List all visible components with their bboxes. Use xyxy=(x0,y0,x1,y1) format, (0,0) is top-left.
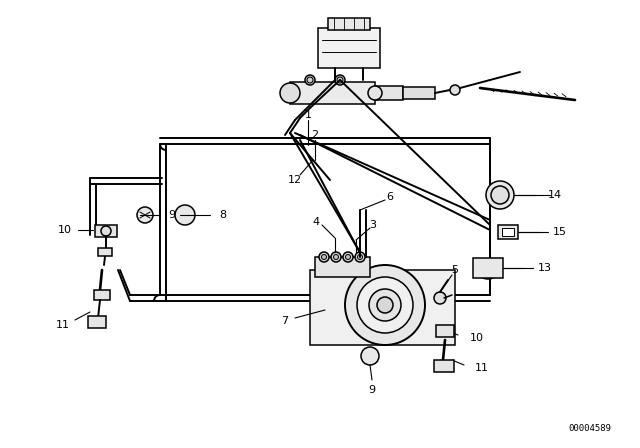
Bar xyxy=(290,82,375,104)
Bar xyxy=(88,316,106,328)
Circle shape xyxy=(377,297,393,313)
Circle shape xyxy=(305,75,315,85)
Circle shape xyxy=(357,277,413,333)
Circle shape xyxy=(331,252,341,262)
Circle shape xyxy=(486,181,514,209)
Circle shape xyxy=(346,254,351,259)
Circle shape xyxy=(450,85,460,95)
Circle shape xyxy=(337,77,343,83)
Circle shape xyxy=(434,292,446,304)
Text: 9: 9 xyxy=(369,385,376,395)
Text: 7: 7 xyxy=(282,316,289,326)
Circle shape xyxy=(335,75,345,85)
Bar xyxy=(403,87,435,99)
Circle shape xyxy=(333,254,339,259)
Bar xyxy=(375,86,403,100)
Bar xyxy=(310,270,455,345)
Bar xyxy=(436,325,454,337)
Circle shape xyxy=(321,254,326,259)
Text: 3: 3 xyxy=(369,220,376,230)
Text: 8: 8 xyxy=(220,210,227,220)
Text: 4: 4 xyxy=(312,217,319,227)
Bar xyxy=(498,225,518,239)
Text: 5: 5 xyxy=(451,265,458,275)
Bar xyxy=(94,290,110,300)
Bar xyxy=(502,228,514,236)
Circle shape xyxy=(345,265,425,345)
Circle shape xyxy=(361,347,379,365)
Bar xyxy=(98,248,112,256)
Text: 13: 13 xyxy=(538,263,552,273)
Bar xyxy=(318,28,380,68)
Text: 1: 1 xyxy=(305,110,312,120)
Circle shape xyxy=(307,77,313,83)
Text: 10: 10 xyxy=(470,333,484,343)
Bar xyxy=(473,258,503,278)
Text: 11: 11 xyxy=(56,320,70,330)
Text: 2: 2 xyxy=(312,130,319,140)
Circle shape xyxy=(175,205,195,225)
Bar xyxy=(95,225,117,237)
Bar xyxy=(315,257,370,277)
Bar xyxy=(434,360,454,372)
Text: 14: 14 xyxy=(548,190,562,200)
Circle shape xyxy=(358,254,362,259)
Circle shape xyxy=(343,252,353,262)
Text: 6: 6 xyxy=(387,192,394,202)
Text: 15: 15 xyxy=(553,227,567,237)
Circle shape xyxy=(280,83,300,103)
Text: 11: 11 xyxy=(475,363,489,373)
Circle shape xyxy=(137,207,153,223)
Circle shape xyxy=(355,252,365,262)
Circle shape xyxy=(369,289,401,321)
Circle shape xyxy=(368,86,382,100)
Text: 9: 9 xyxy=(168,210,175,220)
Text: 12: 12 xyxy=(288,175,302,185)
Bar xyxy=(328,18,370,30)
Text: 10: 10 xyxy=(58,225,72,235)
Circle shape xyxy=(319,252,329,262)
Text: 00004589: 00004589 xyxy=(568,423,611,432)
Circle shape xyxy=(491,186,509,204)
Circle shape xyxy=(101,226,111,236)
